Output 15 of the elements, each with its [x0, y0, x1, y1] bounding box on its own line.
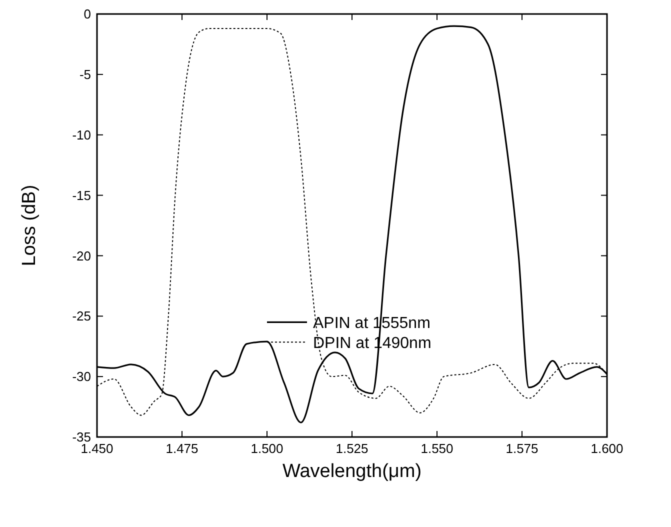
y-tick-label: -25 — [72, 308, 91, 324]
y-tick-label: 0 — [84, 6, 91, 22]
x-tick-label: 1.525 — [336, 441, 368, 456]
x-axis-title: Wavelength(μm) — [282, 461, 422, 482]
y-tick-label: -15 — [72, 188, 91, 203]
y-tick-label: -30 — [72, 369, 91, 384]
x-tick-label: 1.550 — [420, 441, 454, 456]
y-tick-label: -20 — [72, 248, 91, 264]
x-tick-label: 1.575 — [506, 441, 538, 456]
y-axis-title: Loss (dB) — [19, 184, 40, 266]
x-tick-label: 1.475 — [166, 441, 198, 456]
y-tick-label: -10 — [72, 127, 91, 142]
y-tick-label: -5 — [79, 66, 91, 82]
x-tick-label: 1.600 — [590, 441, 624, 456]
x-tick-label: 1.500 — [250, 441, 284, 456]
